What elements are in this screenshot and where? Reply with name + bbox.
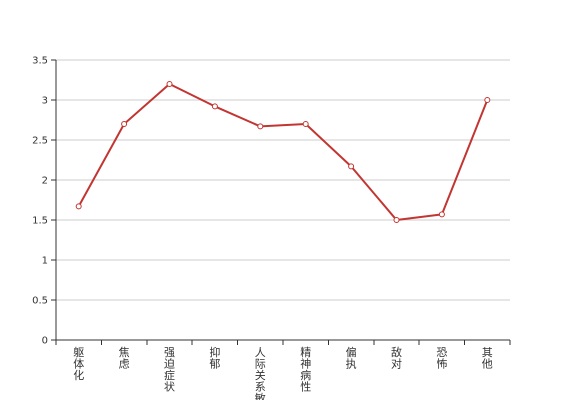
x-category-label: 人际关系敏感 <box>255 346 266 400</box>
x-category-label: 焦虑 <box>119 346 130 371</box>
x-category-label: 躯体化 <box>73 346 84 382</box>
x-category-label: 恐怖 <box>436 346 447 371</box>
data-point[interactable] <box>438 211 445 218</box>
y-tick-label: 0 <box>42 336 48 347</box>
series-layer <box>75 81 491 223</box>
data-point[interactable] <box>166 81 173 87</box>
data-point[interactable] <box>484 97 491 103</box>
x-category-label: 其他 <box>482 346 493 371</box>
data-point[interactable] <box>348 163 355 170</box>
data-point[interactable] <box>302 121 309 127</box>
data-point[interactable] <box>211 103 218 110</box>
data-point[interactable] <box>75 203 82 210</box>
data-point[interactable] <box>121 121 128 127</box>
x-category-label: 抑郁 <box>209 345 220 371</box>
axes <box>51 59 511 345</box>
y-tick-label: 2.5 <box>32 136 48 147</box>
y-tick-label: 3.5 <box>32 56 48 67</box>
y-tick-label: 1.5 <box>32 216 48 227</box>
data-point[interactable] <box>393 217 400 223</box>
x-category-label: 敌对 <box>391 345 402 371</box>
x-category-label: 偏执 <box>346 345 357 371</box>
data-point[interactable] <box>257 123 264 130</box>
y-tick-label: 0.5 <box>32 296 48 307</box>
y-axis-tick-labels: 0 0.5 1 1.5 2 2.5 3 3.5 <box>32 56 48 347</box>
series-line <box>77 83 489 221</box>
grid-lines <box>56 59 510 301</box>
y-tick-label: 1 <box>42 256 48 267</box>
x-axis-tick-labels: 躯体化 焦虑 强迫症状 抑郁 人际关系敏感 精神病性 偏执 敌对 恐怖 其他 <box>73 345 493 400</box>
y-tick-label: 3 <box>42 96 48 107</box>
x-category-label: 精神病性 <box>300 346 311 394</box>
y-tick-label: 2 <box>42 176 48 187</box>
x-category-label: 强迫症状 <box>164 346 175 394</box>
